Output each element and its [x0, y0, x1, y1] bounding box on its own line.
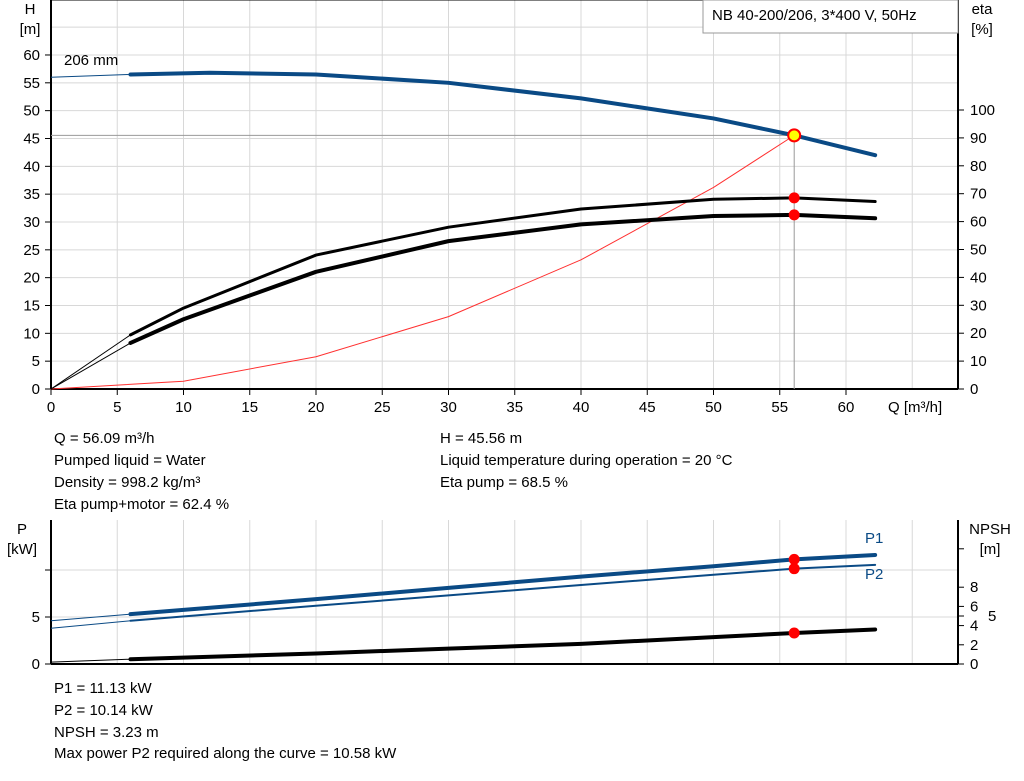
y-tick-label-left: 35: [23, 186, 40, 203]
y-tick-label-right: 10: [970, 353, 987, 370]
x-tick-label: 50: [705, 399, 722, 416]
y-tick-label-right: 40: [970, 269, 987, 286]
y-tick-label-right: 2: [970, 637, 978, 654]
y-tick-label-left: 60: [23, 47, 40, 64]
system-curve: [50, 134, 795, 390]
y-axis-label-right-unit: [%]: [971, 21, 993, 38]
title-box: [702, 0, 959, 34]
x-axis-label: Q [m³/h]: [888, 399, 942, 416]
x-tick-label: 35: [506, 399, 523, 416]
y-axis-label-left-unit: [kW]: [7, 541, 37, 558]
y-axis-label-left: H: [25, 1, 36, 18]
y-axis-label-right: eta: [972, 1, 994, 18]
y-tick-label-left: 0: [32, 656, 40, 673]
p2-curve: [129, 563, 877, 622]
y-tick-label-left: 45: [23, 130, 40, 147]
y-tick-label-right: 0: [970, 656, 978, 673]
y-tick-label-left: 5: [32, 353, 40, 370]
y-axis-label-right: NPSH: [969, 521, 1011, 538]
y-tick-label-right: 30: [970, 297, 987, 314]
x-tick-label: 0: [47, 399, 55, 416]
y-tick-label-right: 100: [970, 102, 995, 119]
operating-point-marker: [787, 128, 802, 143]
info-npsh: NPSH = 3.23 m: [54, 724, 159, 741]
x-tick-label: 45: [639, 399, 656, 416]
y-tick-label-right: 4: [970, 618, 978, 635]
y-tick-label-right: 90: [970, 130, 987, 147]
p1-label: P1: [865, 530, 883, 547]
npsh-curve: [128, 627, 878, 662]
y-tick-label-right: 70: [970, 186, 987, 203]
x-tick-label: 15: [241, 399, 258, 416]
npsh-curve-extension: [50, 658, 131, 663]
eta-total-curve: [128, 212, 878, 345]
y-axis-label-left: P: [17, 521, 27, 538]
p1-curve-extension: [50, 613, 131, 622]
y-tick-label-right: 8: [970, 579, 978, 596]
p2-label: P2: [865, 566, 883, 583]
x-tick-label: 60: [838, 399, 855, 416]
y-tick-label-left: 20: [23, 270, 40, 287]
eta-pump-marker: [788, 192, 800, 204]
x-tick-label: 25: [374, 399, 391, 416]
p2-curve-extension: [50, 620, 131, 629]
info-q: Q = 56.09 m³/h: [54, 430, 155, 447]
info-temp: Liquid temperature during operation = 20…: [440, 452, 733, 469]
y-tick-label-left: 5: [32, 609, 40, 626]
info-p2: P2 = 10.14 kW: [54, 702, 153, 719]
x-tick-label: 55: [771, 399, 788, 416]
curve-label-impeller: 206 mm: [64, 52, 118, 69]
info-p1: P1 = 11.13 kW: [54, 680, 152, 697]
y-tick-label-right: 5: [988, 608, 996, 625]
info-liquid: Pumped liquid = Water: [54, 452, 206, 469]
y-tick-label-left: 15: [23, 297, 40, 314]
y-tick-label-left: 55: [23, 75, 40, 92]
info-density: Density = 998.2 kg/m³: [54, 474, 201, 491]
p1-curve: [128, 552, 878, 617]
npsh-marker: [788, 627, 800, 639]
info-eta-total: Eta pump+motor = 62.4 %: [54, 496, 230, 513]
y-tick-label-right: 80: [970, 158, 987, 175]
chart-title: NB 40-200/206, 3*400 V, 50Hz: [712, 7, 917, 24]
eta-pump-curve-extension: [50, 334, 131, 390]
y-tick-label-left: 25: [23, 242, 40, 259]
eta-total-marker: [788, 209, 800, 221]
y-axis-label-left-unit: [m]: [20, 21, 41, 38]
x-tick-label: 30: [440, 399, 457, 416]
y-tick-label-right: 6: [970, 598, 978, 615]
y-tick-label-left: 10: [23, 325, 40, 342]
y-tick-label-right: 0: [970, 381, 978, 398]
x-tick-label: 20: [308, 399, 325, 416]
y-tick-label-right: 20: [970, 325, 987, 342]
p1-marker: [788, 553, 800, 565]
info-eta-pump: Eta pump = 68.5 %: [440, 474, 568, 491]
info-h: H = 45.56 m: [440, 430, 523, 447]
info-max-power: Max power P2 required along the curve = …: [54, 745, 397, 762]
head-curve-extension: [50, 73, 131, 78]
y-tick-label-left: 30: [23, 214, 40, 231]
eta-total-curve-extension: [50, 342, 131, 390]
y-axis-label-right-unit: [m]: [980, 541, 1001, 558]
x-tick-label: 10: [175, 399, 192, 416]
y-tick-label-left: 50: [23, 103, 40, 120]
y-tick-label-left: 0: [32, 381, 40, 398]
y-tick-label-right: 60: [970, 214, 987, 231]
x-tick-label: 40: [573, 399, 590, 416]
head-curve: [128, 70, 878, 158]
x-tick-label: 5: [113, 399, 121, 416]
eta-pump-curve: [129, 196, 877, 337]
p2-marker: [788, 563, 800, 575]
y-tick-label-left: 40: [23, 158, 40, 175]
y-tick-label-right: 50: [970, 242, 987, 259]
